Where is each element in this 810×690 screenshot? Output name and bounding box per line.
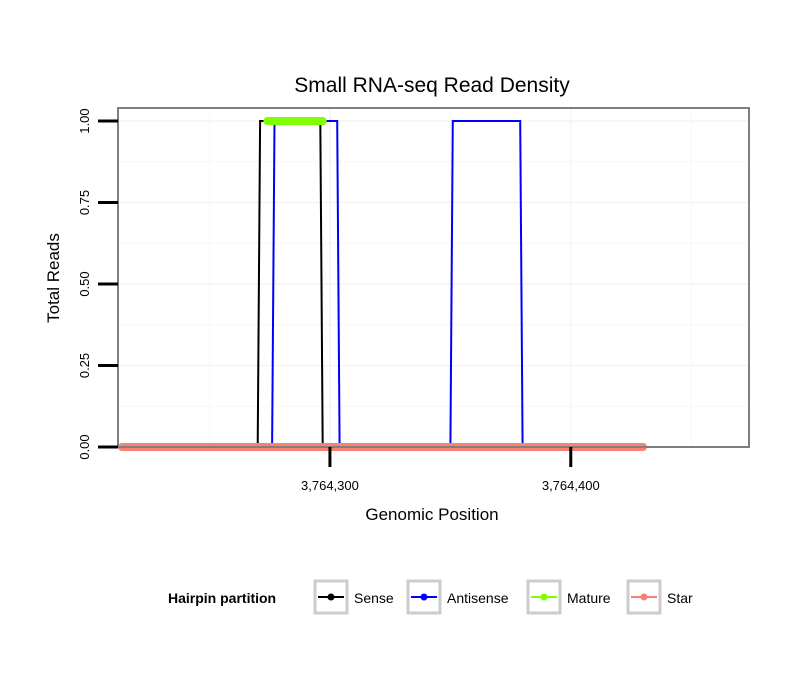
legend-key-point-antisense bbox=[420, 593, 428, 601]
x-tick-label: 3,764,400 bbox=[542, 478, 600, 493]
legend-label-star: Star bbox=[667, 590, 693, 606]
x-axis-label: Genomic Position bbox=[365, 505, 498, 524]
legend-label-mature: Mature bbox=[567, 590, 611, 606]
plot-area bbox=[117, 107, 750, 451]
legend-label-antisense: Antisense bbox=[447, 590, 509, 606]
y-tick-label: 1.00 bbox=[77, 108, 92, 133]
y-tick-label: 0.75 bbox=[77, 190, 92, 215]
y-axis: 0.00 0.25 0.50 0.75 1.00 bbox=[77, 108, 118, 460]
x-tick-label: 3,764,300 bbox=[301, 478, 359, 493]
y-tick-label: 0.50 bbox=[77, 271, 92, 296]
plot-panel bbox=[118, 108, 749, 447]
legend-label-sense: Sense bbox=[354, 590, 394, 606]
chart-title: Small RNA-seq Read Density bbox=[294, 74, 570, 97]
y-tick-label: 0.00 bbox=[77, 434, 92, 459]
plot-border bbox=[117, 107, 750, 448]
legend: Hairpin partition Sense Antisense Mature St… bbox=[168, 579, 693, 615]
y-tick-label: 0.25 bbox=[77, 353, 92, 378]
legend-key-point-star bbox=[640, 593, 648, 601]
y-axis-label: Total Reads bbox=[44, 233, 63, 323]
legend-key-point-sense bbox=[327, 593, 335, 601]
x-axis: 3,764,300 3,764,400 bbox=[301, 447, 600, 493]
grid-lines bbox=[118, 108, 749, 448]
legend-key-point-mature bbox=[540, 593, 548, 601]
legend-title: Hairpin partition bbox=[168, 590, 276, 606]
